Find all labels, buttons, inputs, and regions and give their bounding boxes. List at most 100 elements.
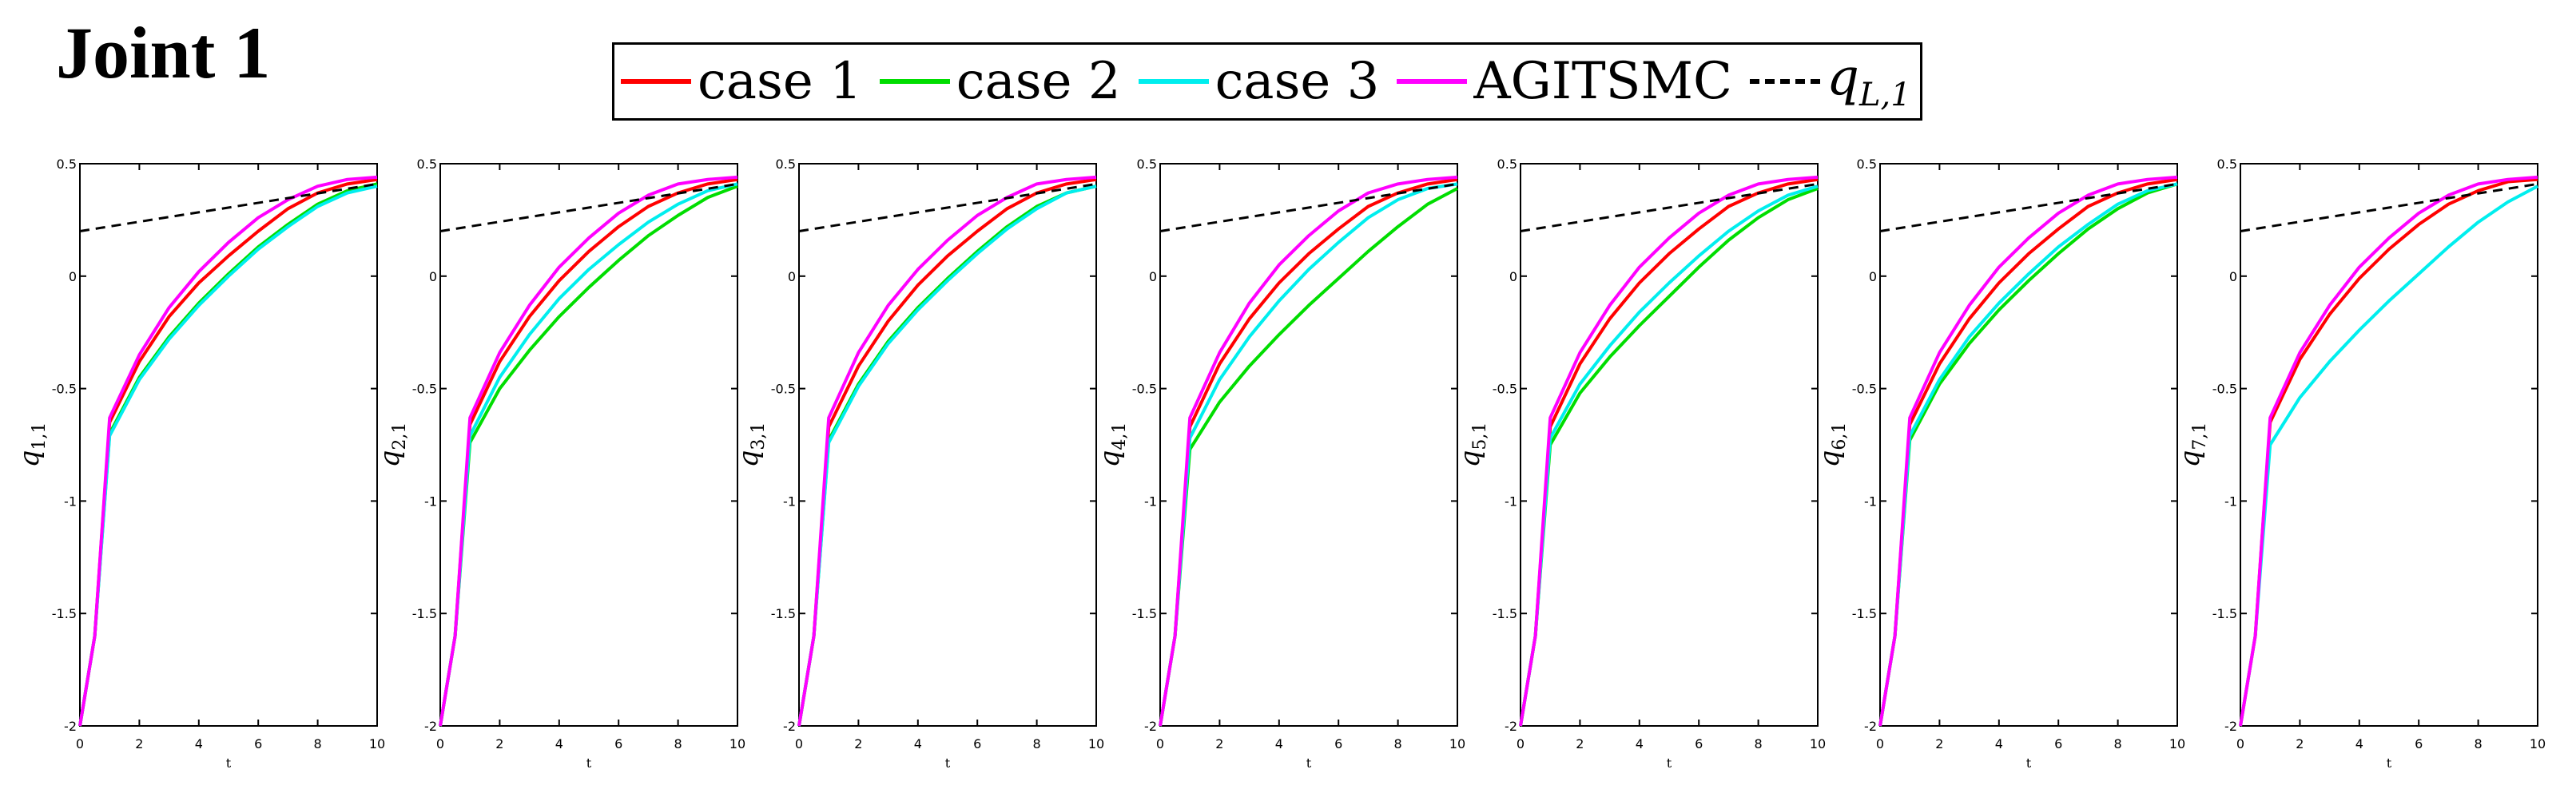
series-line-agitsmc [797, 175, 1097, 727]
y-axis-label-main: q [1094, 450, 1126, 468]
plot-frame [1520, 163, 1819, 727]
figure-title: Joint 1 [56, 12, 271, 93]
legend-label-reference-sub: L,1 [1858, 77, 1911, 113]
y-axis-label-main: q [2174, 450, 2206, 468]
x-tick-label: 0 [2236, 736, 2244, 751]
y-tick-label: 0.5 [1857, 157, 1877, 172]
x-axis-label: t [2387, 755, 2392, 771]
y-axis-label: q4,1 [1094, 422, 1130, 468]
legend-entry-agitsmc: AGITSMC [1397, 56, 1732, 107]
y-axis-label-sub: 5,1 [1470, 422, 1490, 450]
y-axis-label: q2,1 [374, 422, 410, 468]
y-axis-label-sub: 4,1 [1110, 422, 1130, 450]
y-tick-label: 0 [429, 269, 437, 284]
y-tick-label: 0 [1149, 269, 1157, 284]
x-tick-label: 0 [436, 736, 444, 751]
y-tick-label: -2 [424, 719, 437, 734]
y-axis-label: q7,1 [2174, 422, 2210, 468]
y-tick-label: -1 [1144, 494, 1157, 509]
x-tick-label: 6 [614, 736, 622, 751]
legend-entry-reference: qL,1 [1750, 52, 1911, 111]
x-tick-label: 8 [1394, 736, 1402, 751]
y-tick-label: 0 [69, 269, 77, 284]
y-tick-label: -0.5 [771, 382, 796, 397]
x-axis-label: t [945, 755, 951, 771]
y-tick-label: -0.5 [1493, 382, 1517, 397]
x-axis-label: t [226, 755, 232, 771]
y-tick-label: -1.5 [771, 606, 796, 621]
chart-panel-4: 0 2 4 6 8 10 -2 -1.5 -1 -0.5 0 0.5 t q4,1 [1094, 157, 1465, 771]
x-tick-label: 2 [1935, 736, 1943, 751]
legend-swatch-case-1 [621, 79, 691, 84]
legend: case 1 case 2 case 3 AGITSMC qL,1 [612, 42, 1922, 121]
y-tick-label: -2 [1505, 719, 1517, 734]
y-tick-label: -1.5 [412, 606, 437, 621]
y-axis-label-main: q [733, 450, 765, 468]
legend-label-reference-main: q [1827, 48, 1859, 107]
plot-frame [2240, 163, 2538, 727]
plot-frame [439, 163, 738, 727]
plot-frame [1159, 163, 1458, 727]
plot-frame [1879, 163, 2178, 727]
x-tick-label: 2 [2296, 736, 2304, 751]
x-tick-label: 8 [2114, 736, 2122, 751]
chart-panel-1: 0 2 4 6 8 10 -2 -1.5 -1 -0.5 0 0.5 t q1,1 [14, 157, 385, 771]
x-tick-label: 4 [2355, 736, 2363, 751]
legend-label-case-2: case 2 [956, 52, 1121, 111]
y-axis-label: q3,1 [733, 422, 769, 468]
x-tick-label: 6 [2415, 736, 2423, 751]
series-line-agitsmc [2239, 175, 2538, 727]
legend-entry-case-2: case 2 [879, 52, 1121, 111]
x-tick-label: 10 [2530, 736, 2546, 751]
y-tick-label: 0.5 [776, 157, 796, 172]
series-line-agitsmc [78, 175, 378, 727]
x-tick-label: 2 [495, 736, 503, 751]
y-axis-label-sub: 6,1 [1830, 422, 1850, 450]
x-tick-label: 0 [76, 736, 84, 751]
x-tick-label: 8 [674, 736, 682, 751]
x-axis-label: t [1667, 755, 1672, 771]
x-tick-label: 10 [1449, 736, 1465, 751]
y-tick-label: -1.5 [1493, 606, 1517, 621]
legend-label-case-1: case 1 [698, 52, 862, 111]
x-tick-label: 0 [1156, 736, 1164, 751]
x-tick-label: 6 [254, 736, 262, 751]
y-tick-label: -2 [1864, 719, 1877, 734]
y-tick-label: 0 [1869, 269, 1877, 284]
y-axis-label-main: q [374, 450, 406, 468]
legend-label-case-3: case 3 [1214, 52, 1380, 111]
legend-swatch-case-3 [1138, 79, 1209, 84]
legend-swatch-agitsmc [1397, 79, 1468, 84]
x-tick-label: 4 [195, 736, 203, 751]
legend-entry-case-3: case 3 [1138, 52, 1380, 111]
y-axis-label: q5,1 [1454, 422, 1490, 468]
x-axis-label: t [2026, 755, 2032, 771]
y-tick-label: -2 [783, 719, 796, 734]
y-tick-label: -1 [783, 494, 796, 509]
y-tick-label: 0.5 [1497, 157, 1517, 172]
legend-swatch-reference [1750, 79, 1820, 84]
x-tick-label: 10 [369, 736, 385, 751]
y-axis-label-sub: 2,1 [390, 422, 410, 450]
x-tick-label: 2 [1215, 736, 1223, 751]
series-line-agitsmc [439, 175, 738, 727]
series-line-agitsmc [1519, 175, 1819, 727]
y-tick-label: -1.5 [1852, 606, 1877, 621]
series-line-agitsmc [1159, 175, 1458, 727]
x-tick-label: 10 [1088, 736, 1104, 751]
y-axis-label: q1,1 [14, 422, 50, 468]
x-tick-label: 6 [2054, 736, 2062, 751]
y-tick-label: -1 [1864, 494, 1877, 509]
y-tick-label: -0.5 [412, 382, 437, 397]
legend-entry-case-1: case 1 [621, 56, 862, 107]
y-tick-label: 0.5 [57, 157, 77, 172]
y-tick-label: 0.5 [2217, 157, 2237, 172]
y-axis-label-sub: 7,1 [2190, 422, 2210, 450]
y-tick-label: -0.5 [52, 382, 77, 397]
x-tick-label: 0 [1876, 736, 1884, 751]
x-tick-label: 8 [2475, 736, 2483, 751]
y-tick-label: -1 [1505, 494, 1517, 509]
y-tick-label: 0 [788, 269, 796, 284]
x-tick-label: 8 [1033, 736, 1041, 751]
x-tick-label: 10 [1810, 736, 1826, 751]
